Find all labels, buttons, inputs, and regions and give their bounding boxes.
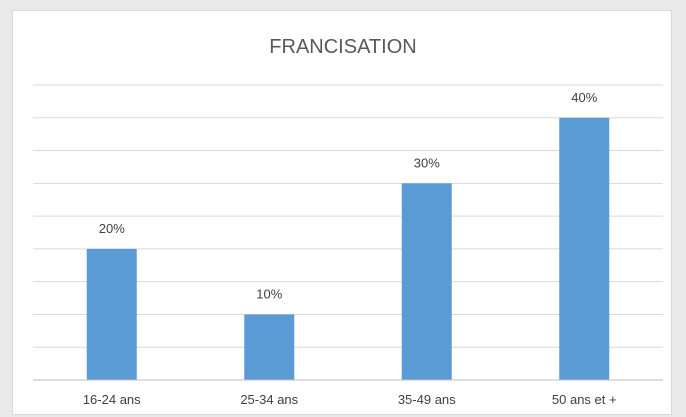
- bar-series: [86, 117, 610, 381]
- chart-title: FRANCISATION: [269, 36, 416, 58]
- grid-lines: [33, 84, 663, 348]
- data-label-2: 10%: [256, 286, 282, 301]
- x-axis-tick-labels: 16-24 ans 25-34 ans 35-49 ans 50 ans et +: [83, 392, 617, 407]
- x-tick-label-1: 16-24 ans: [83, 392, 141, 407]
- x-tick-label-4: 50 ans et +: [552, 392, 617, 407]
- bar-2: [244, 314, 295, 380]
- data-labels: 20% 10% 30% 40%: [99, 90, 598, 302]
- bar-4: [559, 117, 610, 381]
- x-tick-label-2: 25-34 ans: [240, 392, 298, 407]
- x-tick-label-3: 35-49 ans: [398, 392, 456, 407]
- bar-3: [401, 183, 452, 380]
- bar-1: [86, 248, 137, 380]
- data-label-1: 20%: [99, 221, 125, 236]
- chart-panel: FRANCISATION 20% 10% 30% 40% 16-24 ans 25-34…: [12, 10, 672, 415]
- bar-chart: FRANCISATION 20% 10% 30% 40% 16-24 ans 25-34…: [33, 36, 663, 407]
- data-label-3: 30%: [414, 155, 440, 170]
- data-label-4: 40%: [571, 90, 597, 105]
